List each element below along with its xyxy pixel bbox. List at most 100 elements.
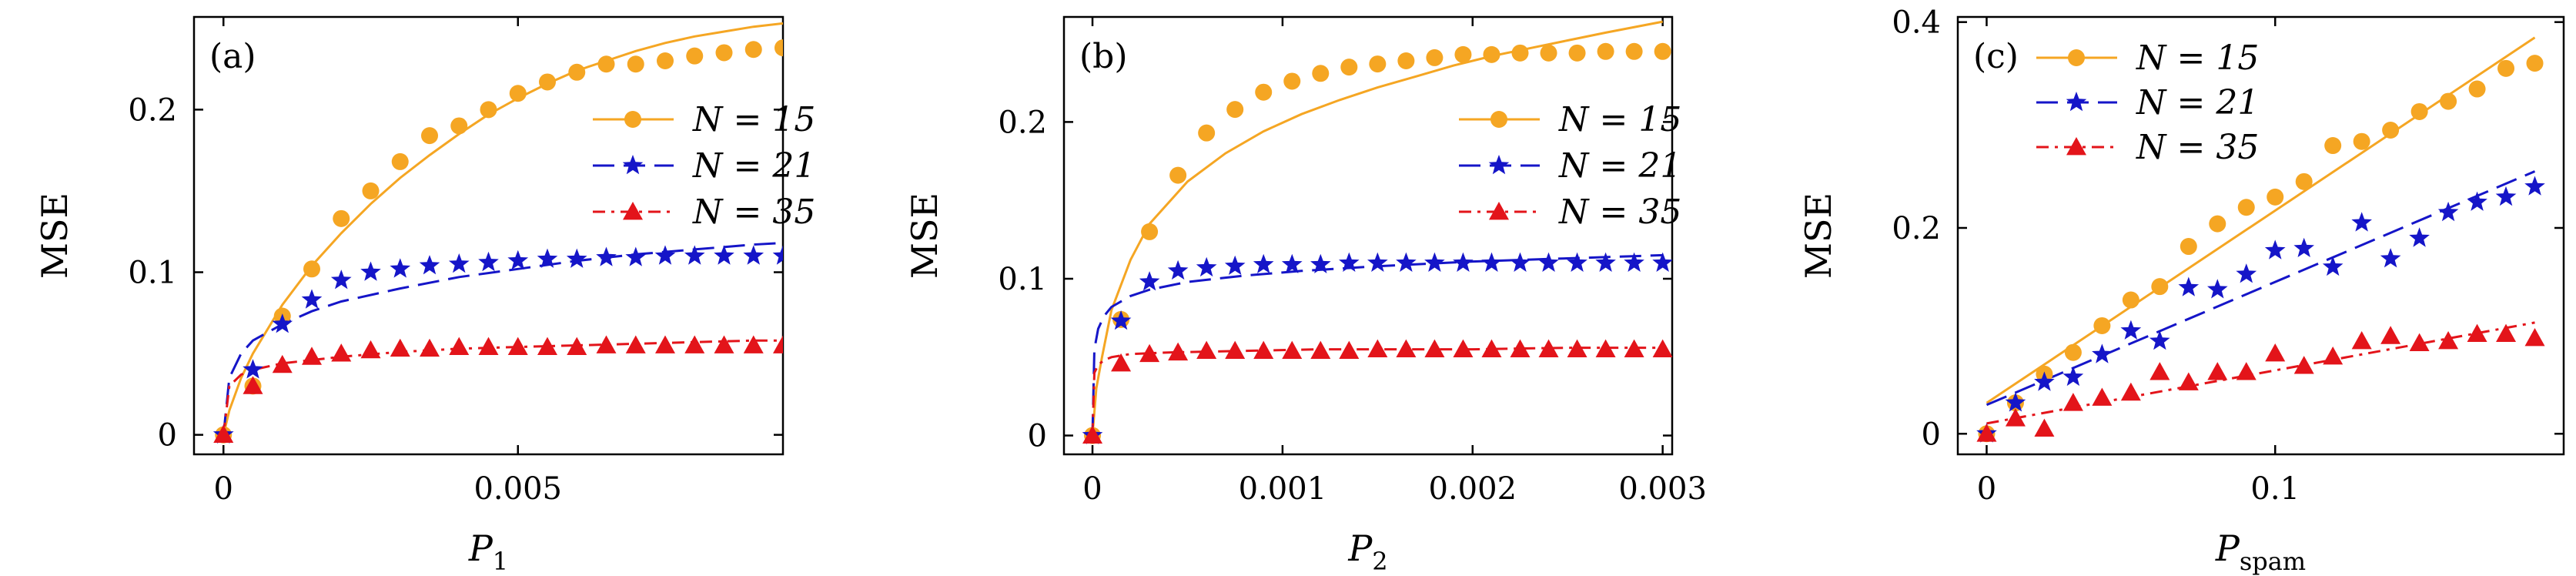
data-point-series-1 bbox=[686, 47, 704, 65]
panel-b: 0 0.001 0.002 0.003 0 0.1 0.2 P2 MSE (b) N = 15 N =… bbox=[904, 15, 1707, 576]
data-point-series-1 bbox=[1483, 45, 1500, 63]
data-point-series-2 bbox=[1339, 252, 1360, 272]
data-point-series-2 bbox=[2409, 227, 2430, 247]
data-point-series-2 bbox=[1281, 253, 1303, 273]
legend-marker bbox=[2066, 92, 2087, 112]
data-point-series-3 bbox=[684, 335, 705, 353]
data-point-series-3 bbox=[302, 347, 322, 365]
data-point-series-2 bbox=[330, 270, 352, 290]
plot-area bbox=[1976, 36, 2545, 443]
panel-label: (b) bbox=[1079, 37, 1128, 76]
data-point-series-1 bbox=[303, 260, 320, 278]
data-point-series-2 bbox=[272, 313, 293, 333]
data-point-series-3 bbox=[2351, 330, 2372, 350]
data-point-series-2 bbox=[2467, 191, 2487, 211]
data-point-series-3 bbox=[1624, 339, 1644, 357]
legend-marker bbox=[2068, 49, 2085, 66]
data-point-series-3 bbox=[1111, 353, 1132, 372]
y-axis-label: MSE bbox=[904, 193, 945, 279]
data-point-series-2 bbox=[684, 245, 705, 265]
data-point-series-3 bbox=[331, 343, 352, 362]
x-tick-label: 0.1 bbox=[2250, 471, 2300, 507]
data-point-series-1 bbox=[1226, 101, 1244, 119]
data-point-series-2 bbox=[2524, 176, 2545, 196]
data-point-series-1 bbox=[1540, 44, 1557, 62]
data-point-series-1 bbox=[2064, 343, 2082, 361]
data-point-series-2 bbox=[2062, 366, 2084, 387]
panel-label: (a) bbox=[209, 37, 256, 76]
legend-label: N = 15 bbox=[692, 100, 815, 139]
data-point-series-3 bbox=[773, 335, 783, 353]
data-point-series-2 bbox=[1624, 252, 1644, 272]
data-point-series-3 bbox=[449, 337, 470, 356]
data-point-series-3 bbox=[2034, 418, 2055, 437]
data-point-series-2 bbox=[743, 245, 764, 265]
data-point-series-3 bbox=[2178, 372, 2199, 390]
data-point-series-1 bbox=[539, 73, 556, 91]
data-point-series-1 bbox=[1255, 83, 1273, 101]
data-point-series-1 bbox=[2267, 188, 2284, 206]
legend-label: N = 35 bbox=[692, 193, 815, 232]
legend-label: N = 15 bbox=[1558, 100, 1681, 139]
data-point-series-2 bbox=[566, 248, 587, 268]
data-point-series-2 bbox=[2034, 371, 2055, 391]
panel-c: 0 0.1 0 0.2 0.4 Pspam MSE (c) N = 15 N = 21 N = 35 bbox=[1798, 5, 2565, 576]
data-point-series-1 bbox=[627, 55, 644, 73]
data-point-series-1 bbox=[1340, 59, 1358, 76]
data-point-series-3 bbox=[507, 337, 528, 356]
legend-marker bbox=[622, 155, 644, 175]
data-point-series-2 bbox=[2437, 201, 2459, 222]
data-point-series-2 bbox=[2207, 279, 2228, 299]
data-point-series-3 bbox=[2438, 330, 2459, 350]
data-point-series-2 bbox=[1224, 255, 1246, 275]
data-point-series-2 bbox=[2495, 186, 2517, 206]
plot-frame bbox=[1062, 15, 1674, 456]
data-point-series-3 bbox=[2265, 343, 2286, 362]
legend-marker bbox=[2066, 137, 2086, 156]
fit-line-2 bbox=[1091, 253, 1663, 436]
data-point-series-2 bbox=[1538, 252, 1559, 272]
legend-marker bbox=[1489, 202, 1509, 220]
legend-label: N = 35 bbox=[1558, 193, 1681, 232]
data-point-series-2 bbox=[1196, 256, 1217, 277]
panel-label: (c) bbox=[1973, 37, 2019, 76]
data-point-series-2 bbox=[2149, 330, 2170, 350]
data-point-series-1 bbox=[362, 182, 380, 199]
data-point-series-2 bbox=[1652, 252, 1672, 272]
data-point-series-3 bbox=[2496, 323, 2517, 343]
data-point-series-1 bbox=[2237, 199, 2255, 216]
data-point-series-2 bbox=[301, 289, 323, 309]
plot-area bbox=[1082, 20, 1672, 444]
data-point-series-3 bbox=[1253, 340, 1274, 360]
fit-line-3 bbox=[1091, 347, 1663, 436]
data-point-series-2 bbox=[772, 245, 783, 265]
data-point-series-3 bbox=[1139, 343, 1160, 363]
y-tick-label: 0.2 bbox=[128, 92, 177, 128]
data-point-series-1 bbox=[2468, 80, 2486, 98]
data-point-series-1 bbox=[1426, 49, 1444, 66]
data-point-series-2 bbox=[1481, 252, 1502, 272]
x-axis-label: P2 bbox=[1347, 527, 1387, 576]
data-point-series-1 bbox=[2324, 137, 2342, 155]
data-point-series-2 bbox=[1110, 310, 1132, 330]
data-point-series-1 bbox=[715, 44, 733, 62]
data-point-series-2 bbox=[654, 245, 676, 265]
data-point-series-3 bbox=[2524, 327, 2545, 347]
data-point-series-3 bbox=[1310, 340, 1331, 360]
data-point-series-3 bbox=[478, 337, 499, 356]
legend-label: N = 15 bbox=[2136, 39, 2259, 78]
data-point-series-1 bbox=[2209, 215, 2226, 233]
data-point-series-2 bbox=[1310, 253, 1331, 273]
data-point-series-1 bbox=[568, 63, 586, 81]
data-point-series-3 bbox=[2005, 408, 2026, 427]
y-axis-label: MSE bbox=[34, 193, 75, 279]
data-point-series-2 bbox=[2322, 256, 2343, 276]
data-point-series-1 bbox=[1625, 42, 1643, 60]
legend-label: N = 21 bbox=[2136, 83, 2259, 122]
data-point-series-1 bbox=[2497, 59, 2515, 77]
data-point-series-2 bbox=[2351, 212, 2372, 232]
data-point-series-1 bbox=[509, 85, 527, 102]
legend-marker bbox=[1488, 155, 1510, 175]
data-point-series-3 bbox=[655, 335, 675, 353]
data-point-series-2 bbox=[2293, 237, 2314, 257]
